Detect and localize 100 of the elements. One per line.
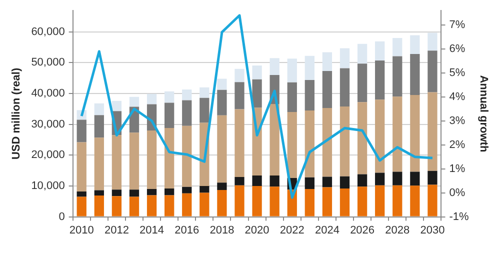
- bar: [76, 120, 86, 142]
- y2-tick-label: 6%: [449, 42, 466, 55]
- bar: [428, 32, 438, 51]
- bar: [375, 100, 385, 173]
- y2-tick-label: 5%: [449, 66, 466, 79]
- bar: [182, 100, 192, 126]
- bar: [252, 79, 262, 108]
- bar: [200, 87, 210, 98]
- bar: [287, 112, 297, 178]
- x-tick-label: 2028: [385, 224, 410, 236]
- bar: [146, 195, 157, 216]
- bar: [112, 190, 122, 196]
- bar: [357, 102, 368, 174]
- bar: [322, 71, 332, 108]
- bar: [287, 58, 297, 82]
- bar: [217, 190, 227, 216]
- y-tick-label: 20,000: [31, 149, 65, 162]
- bar: [270, 104, 280, 176]
- y-tick-label: 60,000: [31, 26, 65, 38]
- bar: [164, 128, 174, 188]
- bar: [375, 41, 385, 61]
- bar: [392, 185, 402, 216]
- bar: [217, 78, 227, 90]
- bar: [234, 185, 244, 216]
- bar: [340, 176, 350, 188]
- bar: [129, 196, 140, 216]
- bar: [76, 196, 86, 216]
- x-tick-label: 2024: [314, 224, 340, 236]
- bar: [357, 186, 368, 216]
- bar: [129, 96, 140, 107]
- bar: [392, 38, 402, 56]
- bar: [164, 102, 174, 128]
- bar: [94, 103, 104, 116]
- bar: [217, 90, 227, 116]
- bar: [410, 95, 420, 172]
- y-tick-label: 10,000: [31, 180, 65, 192]
- x-tick-label: 2010: [69, 224, 94, 236]
- x-tick-label: 2022: [280, 224, 304, 236]
- bar: [410, 35, 420, 54]
- bar: [234, 82, 244, 110]
- bar: [270, 58, 280, 76]
- y-tick-label: 30,000: [31, 118, 65, 130]
- bar: [94, 196, 104, 216]
- y2-tick-label: 2%: [449, 138, 466, 151]
- y2-tick-label: 0%: [449, 186, 466, 199]
- bar: [322, 108, 332, 177]
- y-axis-title: USD million (real): [10, 68, 23, 160]
- bar: [287, 82, 297, 112]
- x-tick-label: 2018: [210, 224, 234, 236]
- bar: [129, 132, 140, 190]
- x-tick-label: 2012: [104, 224, 129, 236]
- bar: [410, 54, 420, 96]
- y2-tick-label: 3%: [449, 114, 466, 127]
- bar: [200, 192, 210, 216]
- bar: [340, 48, 350, 68]
- bar: [428, 92, 438, 171]
- bar: [164, 195, 174, 216]
- bar: [392, 96, 402, 172]
- bar: [428, 184, 438, 216]
- bar: [94, 115, 104, 138]
- bar: [146, 130, 157, 190]
- bar: [234, 109, 244, 178]
- bar: [270, 176, 280, 187]
- bar: [304, 56, 314, 80]
- y2-tick-label: -1%: [449, 210, 470, 223]
- bar: [270, 186, 280, 216]
- bar: [304, 189, 314, 216]
- y-tick-label: 0: [58, 210, 65, 223]
- bar: [164, 91, 174, 103]
- bar: [200, 186, 210, 193]
- y2-tick-label: 7%: [449, 19, 466, 32]
- x-tick-label: 2026: [350, 224, 375, 236]
- bar: [94, 190, 104, 196]
- bar: [182, 193, 192, 216]
- bar: [129, 190, 140, 197]
- bar: [392, 56, 402, 97]
- bar: [357, 64, 368, 102]
- y-tick-label: 50,000: [31, 56, 65, 69]
- bar: [340, 68, 350, 106]
- y-tick-label: 40,000: [31, 88, 65, 100]
- bar: [252, 176, 262, 186]
- bar: [340, 188, 350, 216]
- bar: [252, 186, 262, 216]
- y2-tick-label: 4%: [449, 90, 466, 103]
- bar: [234, 177, 244, 186]
- bar: [112, 196, 122, 216]
- bar: [182, 126, 192, 187]
- bar: [234, 68, 244, 82]
- y2-axis-title: Annual growth: [477, 75, 490, 152]
- bar: [112, 100, 122, 112]
- x-tick-label: 2030: [420, 224, 445, 236]
- bar: [304, 177, 314, 190]
- bar: [217, 115, 227, 183]
- bar: [76, 142, 86, 192]
- bar: [164, 188, 174, 196]
- x-tick-label: 2016: [174, 224, 200, 236]
- bar: [340, 106, 350, 176]
- bar: [182, 186, 192, 194]
- bar: [94, 138, 104, 190]
- bar: [217, 182, 227, 190]
